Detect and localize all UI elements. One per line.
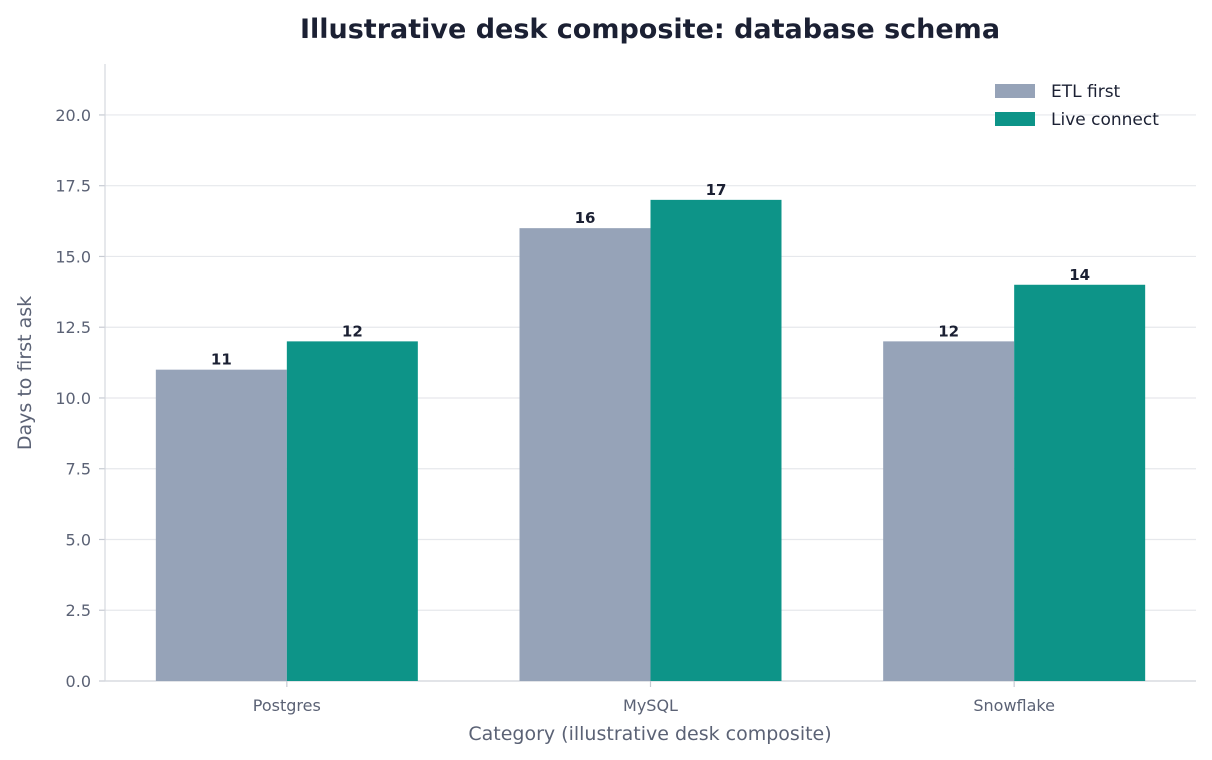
data-label: 11 [211, 351, 232, 369]
y-tick-label: 0.0 [66, 672, 91, 691]
y-tick-label: 17.5 [55, 177, 91, 196]
bar-live-connect-mysql [650, 199, 782, 681]
bar-live-connect-postgres [286, 341, 418, 681]
legend-label: ETL first [1051, 82, 1121, 102]
legend-swatch [995, 84, 1035, 98]
y-tick-labels: 0.0 2.5 5.0 7.5 10.0 12.5 15.0 17.5 20.0 [55, 106, 91, 691]
legend-swatch [995, 112, 1035, 126]
legend: ETL first Live connect [995, 82, 1159, 130]
chart-title: Illustrative desk composite: database sc… [300, 14, 1000, 45]
data-label: 14 [1069, 266, 1090, 284]
y-tick-label: 10.0 [55, 389, 91, 408]
bar-etl-first-snowflake [883, 341, 1015, 681]
y-tick-label: 5.0 [66, 530, 91, 549]
bar-live-connect-snowflake [1014, 284, 1146, 681]
y-axis-label: Days to first ask [14, 296, 36, 450]
bar-etl-first-mysql [519, 228, 651, 682]
y-tick-label: 15.0 [55, 247, 91, 266]
x-axis-label: Category (illustrative desk composite) [468, 723, 831, 745]
y-tick-label: 7.5 [66, 460, 91, 479]
data-label: 12 [938, 322, 959, 340]
x-tick-label: Postgres [253, 696, 321, 715]
x-tick-label: Snowflake [973, 696, 1055, 715]
x-tick-labels: Postgres MySQL Snowflake [253, 696, 1055, 715]
y-tick-label: 2.5 [66, 601, 91, 620]
bar-etl-first-postgres [155, 369, 287, 681]
bars [155, 199, 1146, 682]
y-tick-label: 12.5 [55, 318, 91, 337]
data-label: 12 [342, 322, 363, 340]
data-labels: 11 12 16 17 12 14 [211, 181, 1090, 369]
legend-label: Live connect [1051, 110, 1159, 130]
data-label: 17 [706, 181, 727, 199]
x-tick-label: MySQL [623, 696, 678, 715]
y-tick-label: 20.0 [55, 106, 91, 125]
data-label: 16 [575, 209, 596, 227]
